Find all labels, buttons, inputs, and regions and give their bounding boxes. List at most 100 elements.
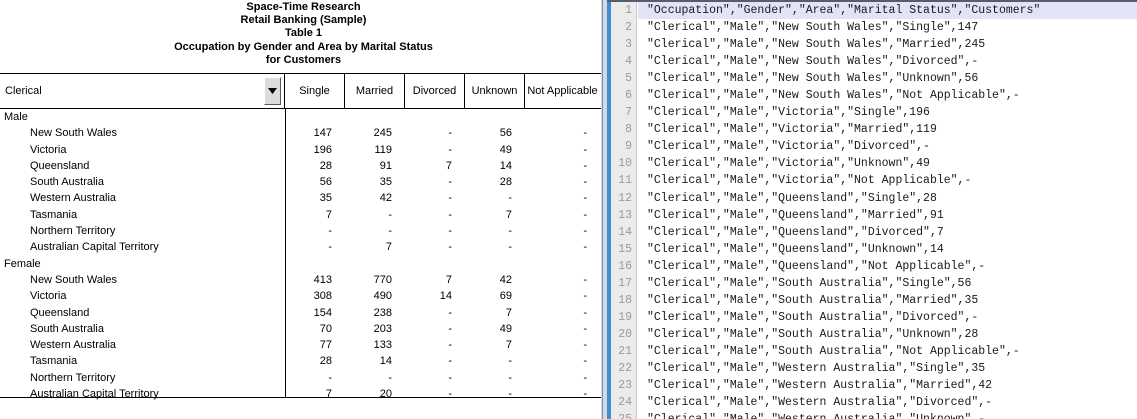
- csv-line[interactable]: "Clerical","Male","New South Wales","Mar…: [647, 38, 986, 52]
- table-cell: -: [448, 241, 452, 254]
- table-cell: 70: [319, 322, 332, 335]
- table-report-pane: Space-Time Research Retail Banking (Sampl…: [0, 0, 607, 402]
- csv-line-number: 16: [618, 259, 632, 273]
- table-cell: 154: [313, 306, 332, 319]
- csv-line-number: 12: [618, 191, 632, 205]
- table-row: Victoria 196 119 - 49 -: [0, 142, 601, 158]
- table-cell: -: [448, 176, 452, 189]
- table-row: Western Australia 35 42 - - -: [0, 190, 601, 206]
- table-cell: 14: [379, 355, 392, 368]
- csv-line-number: 19: [618, 310, 632, 324]
- area-row-label: Victoria: [30, 290, 67, 303]
- csv-line[interactable]: "Clerical","Male","Queensland","Divorced…: [647, 225, 944, 239]
- csv-line-number: 25: [611, 411, 636, 419]
- table-cell: 7: [325, 208, 332, 221]
- table-row: Tasmania 28 14 - - -: [0, 353, 601, 369]
- table-row: Australian Capital Territory 7 20 - - -: [0, 386, 601, 402]
- csv-line[interactable]: "Occupation","Gender","Area","Marital St…: [638, 2, 1137, 20]
- table-cell: -: [583, 273, 587, 286]
- table-cell: -: [583, 143, 587, 156]
- csv-line-number: 23: [618, 379, 632, 393]
- area-row-label: Western Australia: [30, 192, 117, 205]
- csv-line-number: 20: [618, 327, 632, 341]
- csv-line-number-gutter: 1234567891011121314151617181920212223242…: [611, 2, 637, 419]
- occupation-dropdown-value: Clerical: [5, 85, 42, 97]
- csv-line[interactable]: "Clerical","Male","South Australia","Mar…: [647, 293, 979, 307]
- csv-line[interactable]: "Clerical","Male","Queensland","Married"…: [647, 208, 944, 222]
- table-cell: -: [583, 176, 587, 189]
- csv-line[interactable]: "Clerical","Male","New South Wales","Div…: [647, 55, 979, 69]
- csv-line[interactable]: "Clerical","Male","Victoria","Married",1…: [647, 123, 937, 137]
- table-cell: 413: [313, 273, 332, 286]
- area-row-label: Victoria: [30, 143, 67, 156]
- table-cell: -: [448, 355, 452, 368]
- table-cell: 56: [499, 127, 512, 140]
- area-row-label: Tasmania: [30, 355, 78, 368]
- chevron-down-icon[interactable]: [264, 77, 281, 105]
- csv-line[interactable]: "Clerical","Male","Queensland","Single",…: [647, 191, 937, 205]
- area-row-label: Northern Territory: [30, 225, 116, 238]
- csv-line[interactable]: "Clerical","Male","South Australia","Sin…: [647, 276, 972, 290]
- csv-line-number: 11: [618, 174, 632, 188]
- column-header-not-applicable[interactable]: Not Applicable: [527, 85, 598, 97]
- table-row: Northern Territory - - - - -: [0, 223, 601, 239]
- csv-line[interactable]: "Clerical","Male","South Australia","Unk…: [647, 327, 979, 341]
- table-cell: -: [328, 371, 332, 384]
- area-row-label: New South Wales: [30, 127, 118, 140]
- table-cell: -: [448, 127, 452, 140]
- table-cell: 42: [499, 273, 512, 286]
- csv-line[interactable]: "Clerical","Male","Victoria","Unknown",4…: [647, 157, 930, 171]
- csv-line[interactable]: "Clerical","Male","Western Australia","S…: [647, 361, 986, 375]
- area-row-label: Tasmania: [30, 208, 78, 221]
- table-cell: 7: [445, 159, 452, 172]
- csv-line[interactable]: "Clerical","Male","Queensland","Not Appl…: [647, 259, 986, 273]
- csv-vertical-scrollbar[interactable]: [607, 2, 611, 419]
- table-cell: 7: [505, 208, 512, 221]
- table-row: South Australia 56 35 - 28 -: [0, 174, 601, 190]
- csv-line-number: 10: [618, 157, 632, 171]
- area-row-label: Western Australia: [30, 339, 117, 352]
- csv-line[interactable]: "Clerical","Male","Victoria","Not Applic…: [647, 174, 972, 188]
- csv-line[interactable]: "Clerical","Male","Western Australia","U…: [638, 411, 1137, 419]
- table-row: Queensland 154 238 - 7 -: [0, 305, 601, 321]
- csv-line[interactable]: "Clerical","Male","New South Wales","Not…: [647, 89, 1020, 103]
- occupation-dropdown[interactable]: Clerical: [0, 74, 285, 108]
- table-cell: 196: [313, 143, 332, 156]
- table-cell: -: [448, 306, 452, 319]
- table-cell: 20: [379, 388, 392, 401]
- area-row-label: Queensland: [30, 306, 90, 319]
- report-title-block: Space-Time Research Retail Banking (Sampl…: [0, 0, 607, 67]
- report-title-line-5: for Customers: [265, 53, 342, 66]
- table-cell: -: [583, 225, 587, 238]
- csv-line-number: 14: [618, 225, 632, 239]
- csv-line-number: 4: [625, 55, 632, 69]
- csv-line[interactable]: "Clerical","Male","Victoria","Divorced",…: [647, 140, 930, 154]
- csv-line-number: 6: [625, 89, 632, 103]
- table-cell: -: [448, 143, 452, 156]
- column-header-unknown[interactable]: Unknown: [465, 74, 525, 108]
- area-row-label: South Australia: [30, 176, 104, 189]
- column-header-single[interactable]: Single: [285, 74, 345, 108]
- csv-line[interactable]: "Clerical","Male","Western Australia","D…: [647, 396, 993, 410]
- table-cell: 35: [319, 192, 332, 205]
- csv-line[interactable]: "Clerical","Male","New South Wales","Sin…: [647, 21, 979, 35]
- table-cell: -: [388, 225, 392, 238]
- column-header-married[interactable]: Married: [345, 74, 405, 108]
- area-row-label: Australian Capital Territory: [30, 241, 159, 254]
- csv-code-area[interactable]: "Occupation","Gender","Area","Marital St…: [638, 2, 1137, 419]
- table-row-gender-male: Male: [0, 109, 601, 125]
- table-cell: -: [448, 225, 452, 238]
- table-cell: 91: [379, 159, 392, 172]
- table-cell: -: [388, 208, 392, 221]
- table-row: New South Wales 413 770 7 42 -: [0, 272, 601, 288]
- csv-line[interactable]: "Clerical","Male","Western Australia","M…: [647, 379, 993, 393]
- csv-line[interactable]: "Clerical","Male","Queensland","Unknown"…: [647, 242, 944, 256]
- table-cell: 28: [499, 176, 512, 189]
- csv-line[interactable]: "Clerical","Male","South Australia","Div…: [647, 310, 979, 324]
- csv-line[interactable]: "Clerical","Male","Victoria","Single",19…: [647, 106, 930, 120]
- table-header-band: Clerical Single Married Divorced Unknown Not…: [0, 73, 601, 109]
- csv-line[interactable]: "Clerical","Male","South Australia","Not…: [647, 344, 1020, 358]
- csv-line-number: 17: [618, 276, 632, 290]
- column-header-divorced[interactable]: Divorced: [405, 74, 465, 108]
- csv-line[interactable]: "Clerical","Male","New South Wales","Unk…: [647, 72, 979, 86]
